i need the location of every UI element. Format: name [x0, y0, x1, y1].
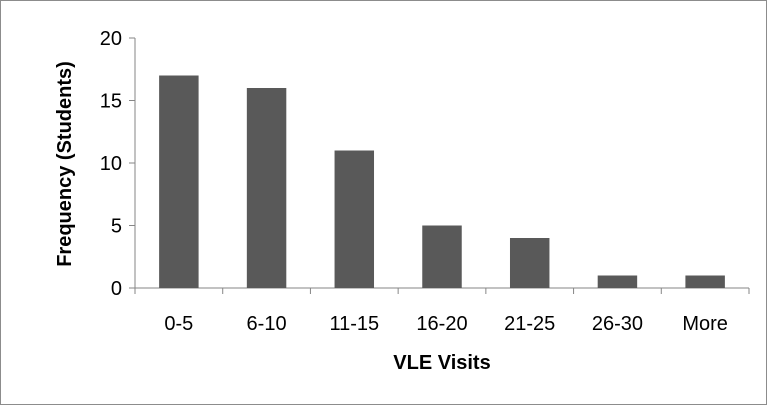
y-tick-label: 5: [111, 216, 122, 238]
x-tick-label: 0-5: [164, 313, 193, 335]
x-tick-label: 26-30: [592, 313, 643, 335]
bar: [246, 88, 287, 288]
bar: [509, 238, 550, 288]
x-axis: 0-5 6-10 11-15 16-20 21-25 26-30 More: [134, 287, 750, 335]
x-tick-label: More: [682, 313, 728, 335]
bars: [159, 75, 725, 288]
x-axis-title: VLE Visits: [393, 352, 490, 374]
bar: [159, 75, 199, 288]
x-tick-label: 11-15: [329, 313, 379, 335]
x-tick-label: 21-25: [504, 313, 555, 335]
y-tick-label: 15: [100, 91, 122, 113]
x-tick-label: 6-10: [247, 313, 287, 335]
y-tick-label: 10: [100, 153, 122, 175]
y-axis: 0 5 10 15 20: [100, 28, 136, 300]
bar: [422, 225, 462, 288]
bar: [685, 275, 725, 288]
y-tick-label: 20: [100, 28, 122, 50]
y-tick-label: 0: [111, 278, 122, 300]
y-axis-title: Frequency (Students): [54, 61, 76, 267]
bar: [597, 275, 638, 288]
bar: [334, 150, 375, 288]
x-tick-label: 16-20: [416, 313, 467, 335]
